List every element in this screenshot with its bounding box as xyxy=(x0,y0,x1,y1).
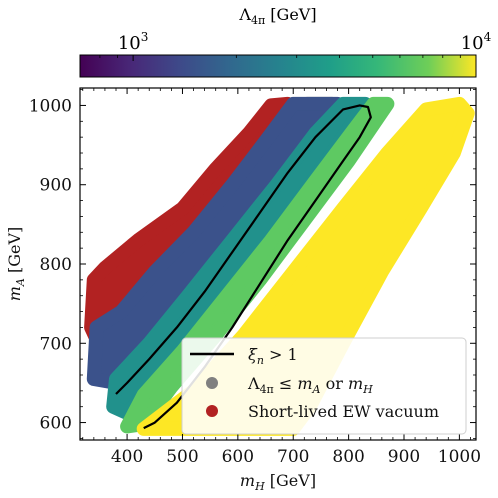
x-tick-label: 700 xyxy=(277,447,309,467)
legend-label-lambda: Λ4π ≤ mA or mH xyxy=(247,374,373,396)
colorbar-label: Λ4π [GeV] xyxy=(238,5,316,27)
x-tick-label: 400 xyxy=(111,447,143,467)
y-tick-label: 800 xyxy=(40,255,72,275)
colorbar-ticks: 103 104 xyxy=(79,30,492,61)
legend-gray-marker xyxy=(206,377,218,389)
legend-label-vacuum: Short-lived EW vacuum xyxy=(248,402,439,421)
x-tick-label: 1000 xyxy=(438,447,481,467)
x-axis-ticks: 400 500 600 700 800 900 1000 xyxy=(82,88,481,467)
y-tick-label: 700 xyxy=(40,334,72,354)
legend: ξn > 1 Λ4π ≤ mA or mH Short-lived EW vac… xyxy=(181,337,467,435)
y-tick-label: 600 xyxy=(40,414,72,434)
y-axis-label: mA [GeV] xyxy=(5,227,27,302)
legend-red-marker xyxy=(206,405,218,417)
colorbar-tick-label: 103 xyxy=(118,30,149,54)
x-axis-label: mH [GeV] xyxy=(240,471,316,493)
y-axis-ticks: 600 700 800 900 1000 xyxy=(29,89,476,439)
x-tick-label: 500 xyxy=(166,447,198,467)
x-tick-label: 800 xyxy=(332,447,364,467)
x-tick-label: 600 xyxy=(222,447,254,467)
legend-box xyxy=(181,337,467,435)
x-tick-label: 900 xyxy=(388,447,420,467)
colorbar: Λ4π [GeV] 103 104 xyxy=(79,5,492,78)
y-tick-label: 1000 xyxy=(29,96,72,116)
legend-label-xi: ξn > 1 xyxy=(248,345,298,367)
colorbar-tick-label: 104 xyxy=(461,30,492,54)
colorbar-bar xyxy=(79,54,477,78)
y-tick-label: 900 xyxy=(40,176,72,196)
